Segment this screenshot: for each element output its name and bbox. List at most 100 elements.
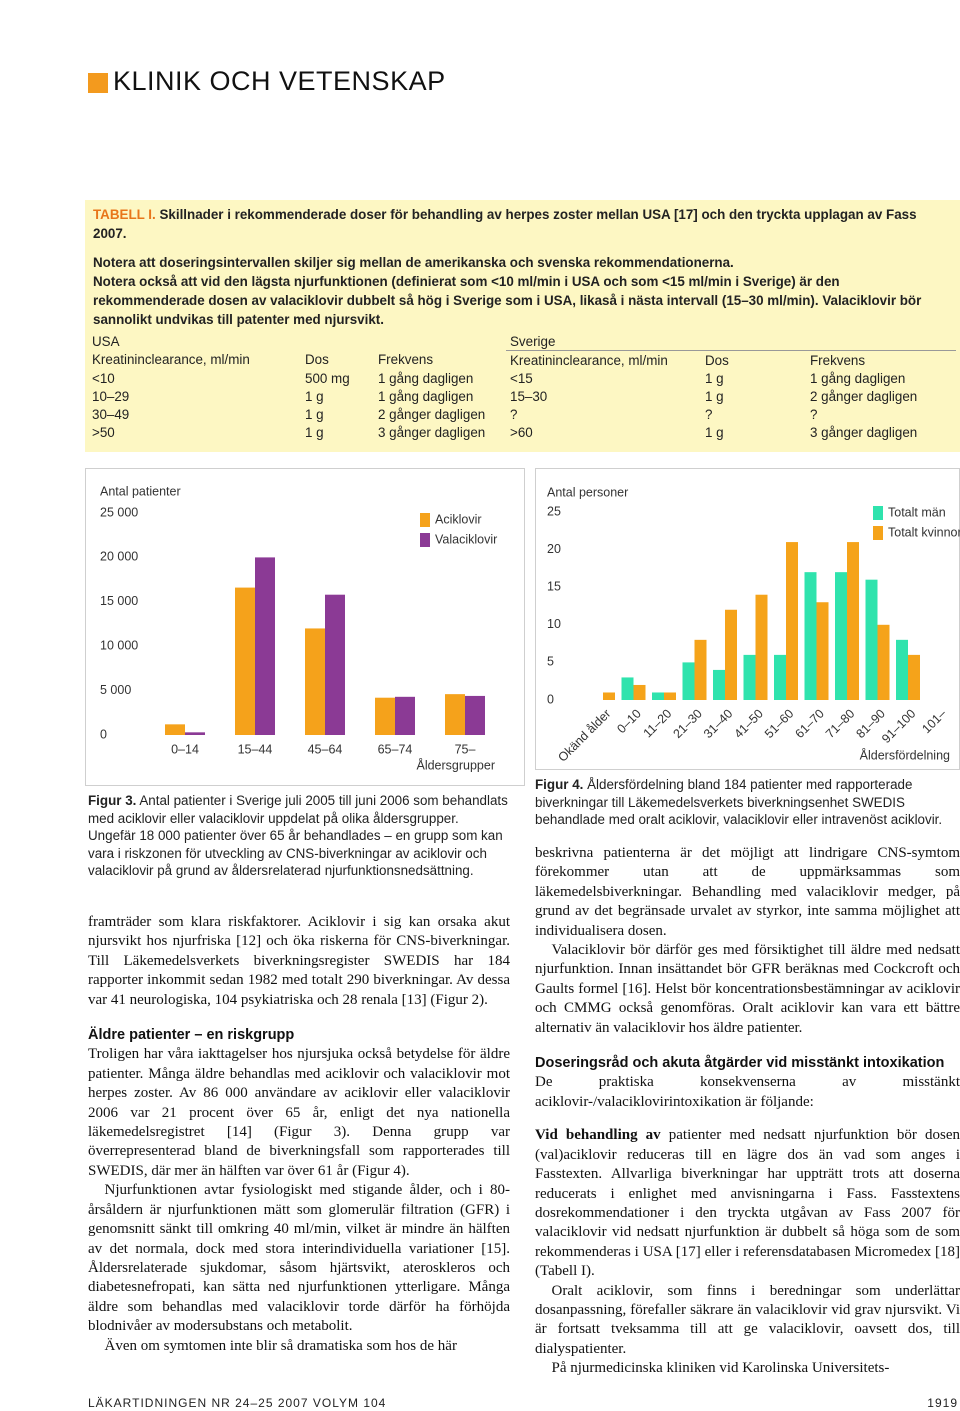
table-box <box>85 200 960 452</box>
legend-label: Aciklovir <box>435 512 482 526</box>
bar <box>664 692 676 700</box>
x-tick-label: 0–10 <box>614 707 644 737</box>
table-row: 10–29 1 g 1 gång dagligen 15–30 1 g 2 gånger … <box>88 387 956 405</box>
x-tick-label: 51–60 <box>762 707 797 742</box>
figure-4-caption: Figur 4. Åldersfördelning bland 184 pati… <box>535 776 960 829</box>
table-cell: 2 gånger dagligen <box>378 406 486 422</box>
lead-in: Vid behandling av <box>535 1127 661 1144</box>
caption-text: Antal patienter i Sverige juli 2005 till… <box>88 793 508 879</box>
bar <box>774 654 786 700</box>
x-tick-label: 61–70 <box>792 707 827 742</box>
bar <box>755 594 768 700</box>
figure-3-chart: Antal patienter Åldersgrupper 0 5 000 10 000… <box>85 468 525 786</box>
y-tick-label: 25 <box>547 504 561 518</box>
bar <box>725 609 737 700</box>
table-row: 30–49 1 g 2 gånger dagligen??? <box>88 405 956 423</box>
table-cell: <15 <box>510 370 533 386</box>
bar <box>325 594 345 735</box>
x-tick-label: Okänd ålder <box>555 707 613 765</box>
caption-line: TABELL I. Skillnader i rekommenderade do… <box>93 205 953 243</box>
table-cell: 1 g <box>705 370 724 386</box>
section-title: KLINIK OCH VETENSKAP <box>113 66 446 96</box>
bar <box>908 654 920 700</box>
table-cell: ? <box>810 406 818 422</box>
bar <box>682 662 695 700</box>
table-cell: 15–30 <box>510 388 548 404</box>
table-cell: 1 gång dagligen <box>378 388 474 404</box>
footer-page: 1919 <box>927 1396 958 1410</box>
x-tick-label: 91–100 <box>879 707 918 746</box>
x-tick-label: 41–50 <box>731 707 766 742</box>
y-tick-label: 0 <box>547 692 554 706</box>
footer-journal: LÄKARTIDNINGEN NR 24–25 2007 VOLYM 104 <box>88 1396 387 1410</box>
chart-frame <box>85 468 525 786</box>
table-row: <10 500 mg 1 gång dagligen <15 1 g 1 gång dag… <box>88 369 956 387</box>
bar <box>165 724 185 735</box>
x-tick-label: 15–44 <box>238 742 273 756</box>
figure-label: Figur 3. <box>88 793 137 808</box>
bar <box>865 579 878 700</box>
figure-4-chart: Antal personer Åldersfördelning 0 5 10 15 20 25… <box>535 468 960 770</box>
x-axis-label: Åldersfördelning <box>860 747 950 762</box>
bar <box>445 694 465 735</box>
paragraph: beskrivna patienterna är det möjligt att… <box>535 845 960 939</box>
x-axis-label: Åldersgrupper <box>416 757 495 772</box>
table-cell: 1 g <box>705 388 724 404</box>
legend-swatch <box>420 533 430 547</box>
caption-line: Notera också att vid den lägsta njurfunk… <box>93 274 922 327</box>
paragraph: Oralt aciklovir, som finns i beredningar… <box>535 1282 960 1357</box>
legend-swatch <box>873 506 883 520</box>
bar <box>305 628 325 735</box>
legend-label: Totalt kvinnor <box>888 525 960 539</box>
table-cell: 30–49 <box>92 406 130 422</box>
header-marker <box>88 73 108 93</box>
column-header: Frekvens <box>810 352 866 368</box>
group-row: USA Sverige <box>88 332 956 351</box>
y-tick-label: 0 <box>100 727 107 741</box>
header-row: Kreatininclearance, ml/min Dos Frekvens Kre… <box>88 351 956 370</box>
bar <box>713 669 725 700</box>
paragraph-text: patienter med nedsatt njurfunktion bör d… <box>535 1127 960 1280</box>
x-tick-label: 45–64 <box>308 742 343 756</box>
figure-label: Figur 4. <box>535 777 584 792</box>
y-tick-label: 15 000 <box>100 594 138 608</box>
y-tick-label: 20 000 <box>100 550 138 564</box>
caption-text: Åldersfördelning bland 184 patienter med… <box>535 777 943 828</box>
paragraph: framträder som klara riskfaktorer. Acikl… <box>88 914 510 1008</box>
column-header: Kreatininclearance, ml/min <box>510 352 668 368</box>
y-tick-label: 10 000 <box>100 638 138 652</box>
x-tick-label: 21–30 <box>670 707 705 742</box>
table-cell: 500 mg <box>305 370 350 386</box>
x-tick-label: 75– <box>455 742 476 756</box>
x-tick-label: 0–14 <box>171 742 199 756</box>
column-header: Frekvens <box>378 352 434 368</box>
table-cell: 1 gång dagligen <box>810 370 906 386</box>
figure-3-caption: Figur 3. Antal patienter i Sverige juli … <box>88 792 508 880</box>
bar <box>743 654 756 700</box>
paragraph: Valaciklovir bör därför ges med försikti… <box>535 942 960 1036</box>
bar <box>694 639 707 700</box>
caption-line: Notera att doseringsintervallen skiljer … <box>93 255 734 270</box>
dose-table: USA Sverige Kreatininclearance, ml/min Dos F… <box>88 332 956 441</box>
paragraph: Vid behandling av patienter med nedsatt … <box>535 1126 960 1281</box>
table-caption: TABELL I. Skillnader i rekommenderade do… <box>93 205 953 329</box>
group-header: USA <box>92 333 120 349</box>
paragraph: De praktiska konsekvenserna av misstänkt… <box>535 1074 960 1110</box>
table-cell: >60 <box>510 424 533 440</box>
table-cell: 1 g <box>305 406 324 422</box>
table-cell: 1 gång dagligen <box>378 370 474 386</box>
paragraph: Även om symtomen inte blir så dramatiska… <box>104 1337 457 1354</box>
y-tick-label: 20 <box>547 542 561 556</box>
bar <box>375 697 395 735</box>
table-cell: 2 gånger dagligen <box>810 388 918 404</box>
y-tick-label: 15 <box>547 579 561 593</box>
paragraph: Troligen har våra iakttagelser hos njurs… <box>88 1046 510 1179</box>
y-axis-label: Antal personer <box>547 485 628 499</box>
caption-text: Skillnader i rekommenderade doser för be… <box>93 207 917 241</box>
table-cell: ? <box>510 406 518 422</box>
table-cell: <10 <box>92 370 115 386</box>
bar <box>185 732 205 735</box>
y-tick-label: 10 <box>547 617 561 631</box>
legend-label: Totalt män <box>888 505 946 519</box>
